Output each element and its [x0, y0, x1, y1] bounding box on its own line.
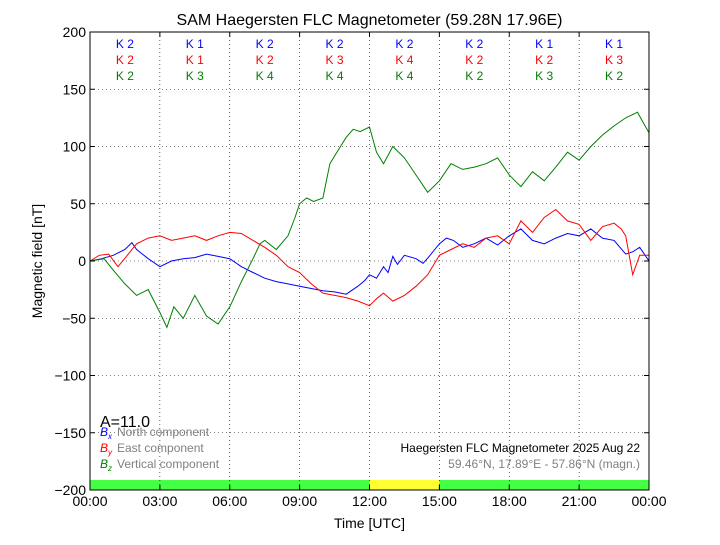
legend-symbol-2: B: [100, 457, 108, 471]
k-index-green-6: K 3: [535, 69, 553, 83]
y-tick-label-1: −150: [54, 425, 86, 441]
k-index-blue-4: K 2: [395, 37, 413, 51]
legend-label-0: North component: [117, 425, 210, 439]
x-tick-label-3: 09:00: [282, 493, 317, 509]
y-tick-label-5: 50: [70, 196, 86, 212]
k-index-green-0: K 2: [116, 69, 134, 83]
k-index-blue-1: K 1: [186, 37, 204, 51]
info-line-1: Haegersten FLC Magnetometer 2025 Aug 22: [401, 441, 641, 455]
x-tick-label-7: 21:00: [562, 493, 597, 509]
status-segment-2: [439, 480, 649, 490]
y-tick-label-4: 0: [78, 253, 86, 269]
k-index-blue-3: K 2: [326, 37, 344, 51]
k-index-red-0: K 2: [116, 53, 134, 67]
grid-lines: [90, 32, 649, 490]
x-tick-label-6: 18:00: [492, 493, 527, 509]
legend-symbol-1: B: [100, 441, 108, 455]
y-tick-label-7: 150: [63, 81, 87, 97]
y-tick-label-8: 200: [63, 24, 87, 40]
k-index-red-6: K 2: [535, 53, 553, 67]
x-tick-label-0: 00:00: [72, 493, 107, 509]
k-index-red-2: K 2: [256, 53, 274, 67]
x-tick-label-2: 06:00: [212, 493, 247, 509]
k-index-green-3: K 4: [326, 69, 344, 83]
x-tick-label-1: 03:00: [142, 493, 177, 509]
x-tick-label-5: 15:00: [422, 493, 457, 509]
x-tick-label-4: 12:00: [352, 493, 387, 509]
k-index-blue-5: K 2: [465, 37, 483, 51]
y-tick-label-6: 100: [63, 139, 87, 155]
series-line-vertical-component: [89, 111, 650, 329]
info-line-2: 59.46°N, 17.89°E - 57.86°N (magn.): [448, 457, 640, 471]
legend-label-2: Vertical component: [117, 457, 220, 471]
activity-index: A=11.0: [100, 414, 150, 431]
y-tick-label-3: −50: [62, 310, 86, 326]
k-index-red-3: K 3: [326, 53, 344, 67]
k-index-blue-7: K 1: [605, 37, 623, 51]
x-axis-label: Time [UTC]: [334, 515, 405, 531]
k-index-green-4: K 4: [395, 69, 413, 83]
legend-symbol-sub-0: x: [107, 432, 113, 441]
y-tick-label-0: −200: [54, 482, 86, 498]
legend-symbol-sub-2: z: [107, 464, 112, 473]
y-tick-label-2: −100: [54, 368, 86, 384]
k-index-red-4: K 4: [395, 53, 413, 67]
k-index-blue-0: K 2: [116, 37, 134, 51]
series-line-north-component: [89, 228, 650, 295]
k-index-green-5: K 2: [465, 69, 483, 83]
k-index-red-7: K 3: [605, 53, 623, 67]
chart-title: SAM Haegersten FLC Magnetometer (59.28N …: [177, 12, 563, 29]
k-index-blue-6: K 1: [535, 37, 553, 51]
y-axis-label: Magnetic field [nT]: [29, 204, 45, 318]
k-index-green-2: K 4: [256, 69, 274, 83]
k-index-blue-2: K 2: [256, 37, 274, 51]
legend-label-1: East component: [117, 441, 204, 455]
data-series: [89, 111, 650, 329]
series-line-east-component: [89, 208, 649, 307]
k-index-red-1: K 1: [186, 53, 204, 67]
axis-ticks: 00:00 03:00 06:00 09:00 12:00 15:00 18:00 21:00…: [54, 24, 666, 509]
k-index-table: K 2 K 1 K 2 K 2 K 2 K 2 K 1 K 1 K 2 K 1 K 2 K 3 K 4 K…: [116, 37, 623, 83]
x-tick-label-8: 00:00: [631, 493, 666, 509]
legend-symbol-0: B: [100, 425, 108, 439]
k-index-green-1: K 3: [186, 69, 204, 83]
k-index-green-7: K 2: [605, 69, 623, 83]
k-index-red-5: K 2: [465, 53, 483, 67]
status-segment-1: [369, 480, 440, 490]
legend-symbol-sub-1: y: [107, 448, 113, 457]
